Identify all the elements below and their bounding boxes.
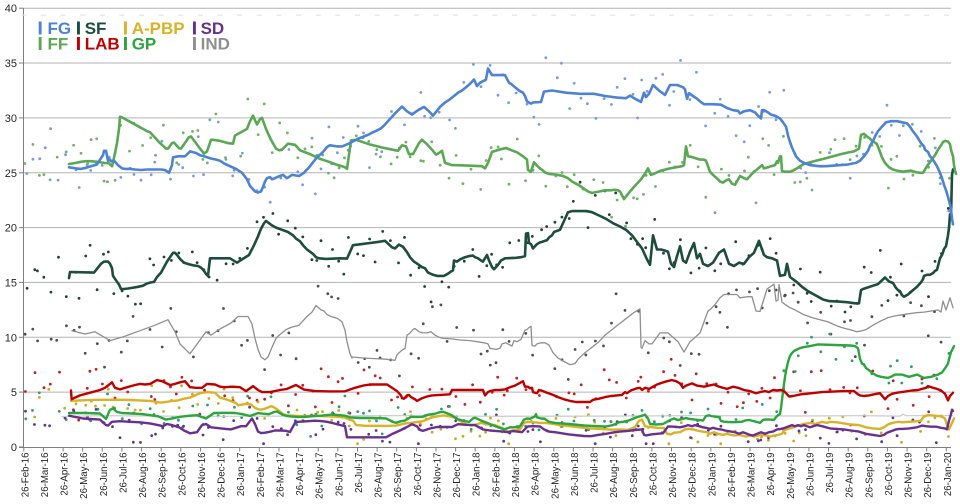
svg-text:26-Nov-16: 26-Nov-16 [197,453,208,498]
svg-text:A-PBP: A-PBP [132,19,185,38]
svg-text:26-Mar-19: 26-Mar-19 [747,453,758,498]
svg-text:26-Nov-19: 26-Nov-19 [904,453,915,498]
svg-text:26-Mar-16: 26-Mar-16 [40,453,51,498]
svg-text:26-Jun-17: 26-Jun-17 [334,453,345,497]
svg-text:26-Feb-16: 26-Feb-16 [20,453,31,498]
svg-text:26-May-19: 26-May-19 [786,453,797,499]
svg-text:40: 40 [5,3,17,15]
svg-text:26-Aug-18: 26-Aug-18 [609,453,620,498]
svg-text:26-Dec-18: 26-Dec-18 [688,453,699,498]
svg-text:10: 10 [5,332,17,344]
svg-text:30: 30 [5,113,17,125]
svg-text:26-Jan-20: 26-Jan-20 [943,452,954,496]
svg-text:IND: IND [201,35,230,54]
svg-text:26-Dec-19: 26-Dec-19 [923,453,934,498]
svg-text:26-Jan-18: 26-Jan-18 [472,453,483,497]
svg-text:26-Feb-17: 26-Feb-17 [256,453,267,498]
svg-text:0: 0 [11,442,17,454]
svg-text:26-Jul-17: 26-Jul-17 [354,453,365,493]
svg-text:26-Aug-16: 26-Aug-16 [138,453,149,498]
svg-text:26-Sep-16: 26-Sep-16 [158,453,169,498]
svg-text:26-Jan-19: 26-Jan-19 [707,453,718,497]
svg-text:26-Dec-16: 26-Dec-16 [217,453,228,498]
svg-text:26-Nov-18: 26-Nov-18 [668,453,679,498]
svg-text:26-Jul-16: 26-Jul-16 [118,453,129,493]
svg-text:26-Jul-18: 26-Jul-18 [590,453,601,493]
svg-text:26-Apr-17: 26-Apr-17 [295,453,306,496]
svg-text:26-Jun-18: 26-Jun-18 [570,453,581,497]
svg-text:FG: FG [48,19,72,38]
svg-text:26-May-16: 26-May-16 [79,453,90,499]
svg-text:26-Sep-19: 26-Sep-19 [864,453,875,498]
svg-text:GP: GP [132,35,157,54]
svg-text:SD: SD [201,19,225,38]
svg-text:26-Apr-18: 26-Apr-18 [531,453,542,496]
svg-text:25: 25 [5,168,17,180]
svg-text:26-Mar-18: 26-Mar-18 [511,453,522,498]
svg-text:26-Jun-19: 26-Jun-19 [805,453,816,497]
svg-text:26-Oct-16: 26-Oct-16 [177,453,188,496]
svg-text:26-Feb-19: 26-Feb-19 [727,453,738,498]
svg-text:20: 20 [5,223,17,235]
svg-text:LAB: LAB [85,35,120,54]
svg-text:SF: SF [85,19,107,38]
svg-text:26-Nov-17: 26-Nov-17 [433,453,444,498]
svg-text:26-Mar-17: 26-Mar-17 [276,453,287,498]
svg-text:26-May-18: 26-May-18 [550,453,561,499]
svg-text:26-Aug-19: 26-Aug-19 [845,453,856,498]
svg-text:26-Dec-17: 26-Dec-17 [452,453,463,498]
svg-text:26-Feb-18: 26-Feb-18 [491,453,502,498]
svg-text:26-Oct-18: 26-Oct-18 [648,453,659,496]
svg-text:26-Oct-17: 26-Oct-17 [413,453,424,496]
svg-text:26-Oct-19: 26-Oct-19 [884,453,895,496]
svg-text:26-Jan-17: 26-Jan-17 [236,453,247,497]
svg-text:26-Sep-17: 26-Sep-17 [393,453,404,498]
svg-text:15: 15 [5,277,17,289]
svg-text:FF: FF [48,35,69,54]
svg-text:35: 35 [5,58,17,70]
svg-text:26-Apr-16: 26-Apr-16 [60,453,71,496]
svg-text:5: 5 [11,387,17,399]
svg-text:26-Jun-16: 26-Jun-16 [99,453,110,497]
svg-text:26-Aug-17: 26-Aug-17 [374,453,385,498]
svg-text:26-May-17: 26-May-17 [315,453,326,499]
svg-text:26-Jul-19: 26-Jul-19 [825,453,836,493]
svg-text:26-Sep-18: 26-Sep-18 [629,453,640,498]
svg-text:26-Apr-19: 26-Apr-19 [766,453,777,496]
